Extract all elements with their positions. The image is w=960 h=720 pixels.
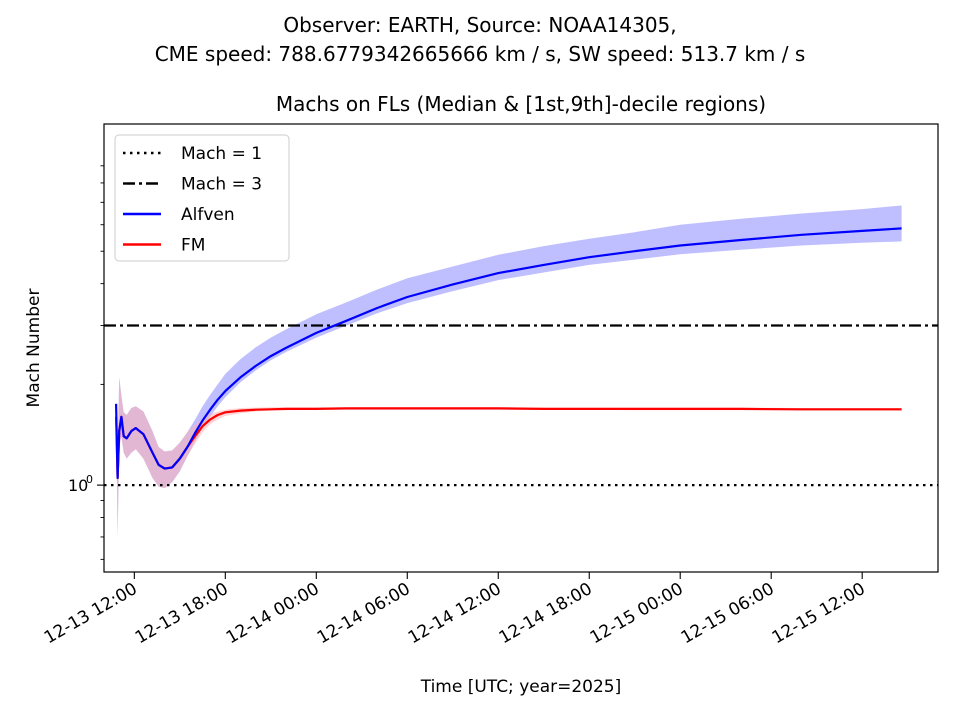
y-axis-label: Mach Number xyxy=(24,289,44,408)
legend: Mach = 1 Mach = 3 Alfven FM xyxy=(114,134,290,262)
chart-title: Machs on FLs (Median & [1st,9th]-decile … xyxy=(276,92,766,116)
legend-label: Alfven xyxy=(181,205,235,225)
legend-box xyxy=(114,134,290,262)
legend-label: FM xyxy=(181,236,205,256)
median-lines xyxy=(115,227,902,480)
plot-frame xyxy=(103,123,939,573)
line-alfven xyxy=(115,227,902,480)
y-tick-label: 10 xyxy=(68,476,88,495)
y-axis-ticks: 100 xyxy=(68,165,104,560)
chart-suptitle-line2: CME speed: 788.6779342665666 km / s, SW … xyxy=(155,42,806,66)
x-axis-label: Time [UTC; year=2025] xyxy=(420,677,622,697)
chart-suptitle-line1: Observer: EARTH, Source: NOAA14305, xyxy=(283,13,676,37)
y-tick-exponent: 0 xyxy=(86,473,93,486)
legend-label: Mach = 3 xyxy=(181,175,262,195)
reference-lines xyxy=(104,324,938,487)
legend-label: Mach = 1 xyxy=(181,144,262,164)
